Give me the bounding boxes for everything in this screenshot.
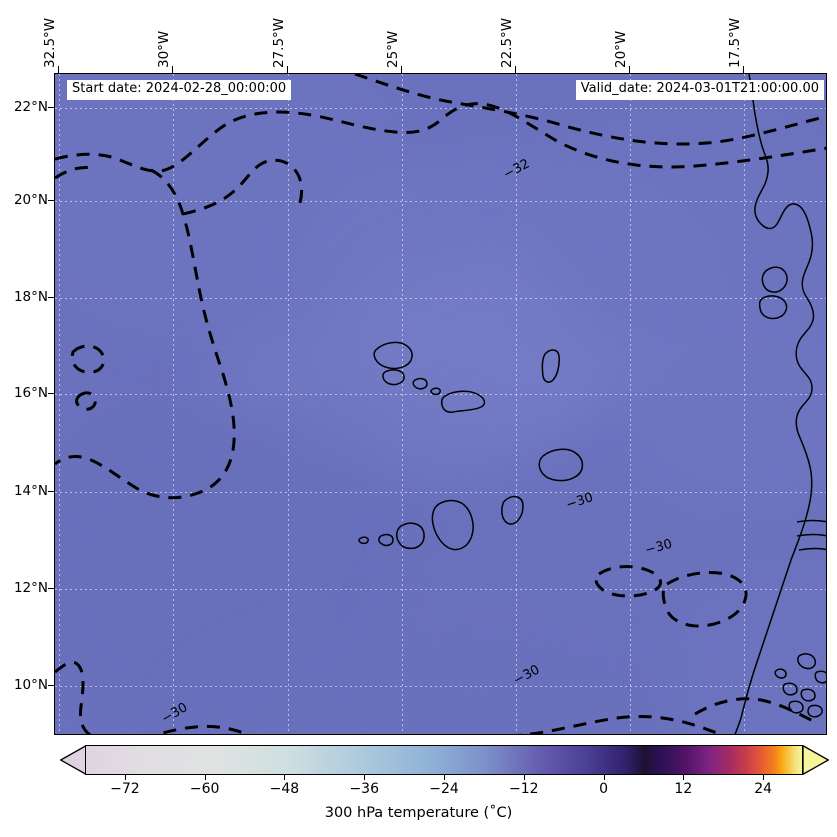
colorbar-tick-mark [364,775,366,780]
colorbar-ticks [85,775,803,783]
xtick-mark [515,66,516,73]
colorbar-extend-max [803,745,829,775]
start-date-annotation: Start date: 2024-02-28_00:00:00 [67,80,292,100]
gridline-lat [55,492,826,493]
colorbar-title: 300 hPa temperature (˚C) [324,805,513,821]
colorbar-tick-label: −36 [349,781,379,797]
colorbar-tick-mark [444,775,445,780]
colorbar-tick-label: −12 [508,781,539,797]
colorbar-extend-min [60,745,86,775]
colorbar-tick-mark [603,775,605,780]
colorbar-tick-label: −72 [110,781,140,797]
valid-date-annotation: Valid_date: 2024-03-01T21:00:00.00 [575,80,824,100]
gridline-lat [55,394,826,395]
colorbar-tick-mark [204,775,206,780]
colorbar-tick-label: 12 [674,781,693,797]
coastline-cape-verde [358,341,584,551]
colorbar-tick-label: −48 [269,781,300,797]
xtick-mark [743,66,744,73]
gridline-lon [173,74,174,734]
gridline-lat [55,201,826,202]
colorbar-tick-label: 24 [754,781,773,797]
xtick-mark [629,66,630,73]
colorbar-tick-mark [124,775,126,780]
ytick-mark [48,393,54,394]
map-overlay [55,74,826,734]
colorbar-tick-label: 0 [599,781,609,797]
ytick-mark [48,588,54,589]
ytick-mark [48,491,54,492]
gridline-lat [55,589,826,590]
colorbar-tick-mark [284,775,286,780]
colorbar-tick-label: −24 [429,781,459,797]
gridline-lat [55,108,826,109]
colorbar-tick-mark [683,775,685,780]
gridline-lat [55,686,826,687]
ytick-mark [48,107,54,108]
ytick-mark [48,200,54,201]
colorbar-tick-mark [523,775,525,780]
gridline-lon [516,74,517,734]
gridline-lon [59,74,60,734]
ytick-mark [48,297,54,298]
colorbar-tick-label: −60 [189,781,220,797]
colorbar-tick-labels: −72 −60 −48 −36 −24 −12 0 12 24 [85,781,803,801]
colorbar[interactable]: −72 −60 −48 −36 −24 −12 0 12 24 [60,745,829,797]
gridline-lon [744,74,745,734]
coastline-west-africa [734,74,826,734]
ytick-mark [48,685,54,686]
contour-lines [55,74,826,734]
map-plot-area[interactable]: −32 −30 −30 −30 −30 Start date: 2024-02-… [54,73,827,735]
gridline-lon [402,74,403,734]
colorbar-tick-mark [763,775,765,780]
colorbar-gradient [85,745,803,775]
xtick-mark [401,66,402,73]
gridline-lon [630,74,631,734]
xtick-mark [58,66,59,73]
gridline-lon [288,74,289,734]
xtick-mark [287,66,288,73]
xtick-mark [172,66,173,73]
gridline-lat [55,298,826,299]
